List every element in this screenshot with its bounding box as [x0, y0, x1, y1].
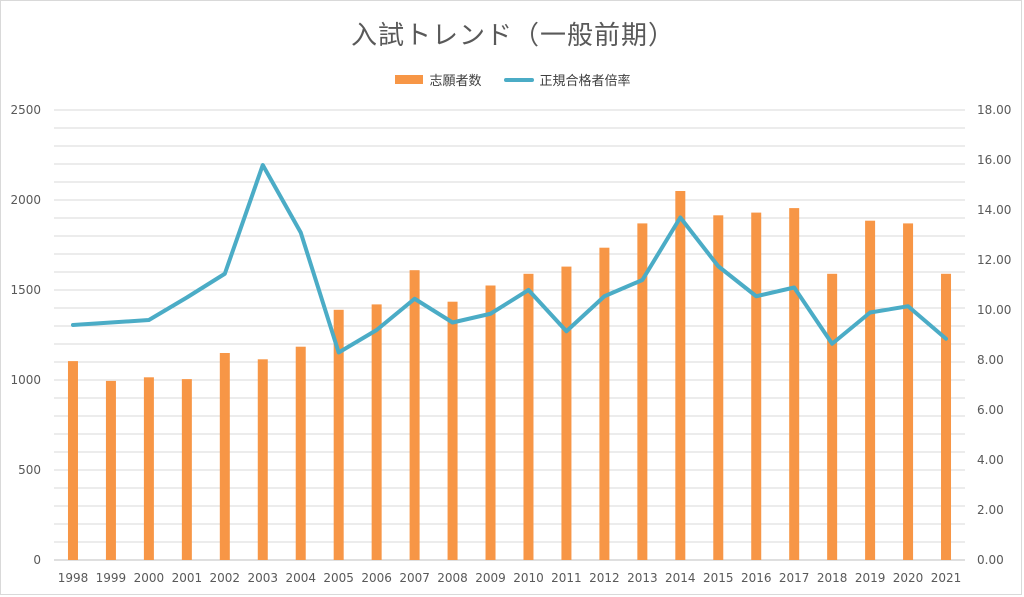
bar-applicants	[219, 353, 230, 560]
line-ratio-point	[71, 323, 75, 327]
line-ratio-point	[564, 329, 568, 333]
line-ratio-point	[109, 321, 113, 324]
bar-applicants	[143, 377, 154, 560]
legend-label-applicants: 志願者数	[429, 74, 482, 89]
legend-item-applicants: 志願者数	[395, 70, 482, 89]
x-tick-label: 2009	[475, 571, 506, 585]
x-tick-label: 1998	[58, 571, 89, 585]
x-tick-label: 2019	[855, 571, 886, 585]
line-ratio	[70, 163, 949, 355]
x-tick-label: 2010	[513, 571, 544, 585]
bar-applicants	[67, 361, 78, 560]
bar-applicants	[371, 304, 382, 560]
y-right-tick-label: 4.00	[977, 453, 1004, 467]
line-ratio-point	[451, 321, 455, 324]
bar-applicants	[561, 266, 572, 560]
x-tick-label: 2011	[551, 571, 582, 585]
bar-applicants	[941, 273, 952, 560]
legend-swatch-bar	[395, 75, 424, 84]
line-ratio-point	[640, 278, 644, 282]
x-tick-label: 2013	[627, 571, 658, 585]
line-ratio-point	[754, 294, 758, 298]
y-right-tick-label: 18.00	[977, 103, 1011, 117]
line-ratio-point	[489, 312, 493, 316]
y-right-tick-label: 6.00	[977, 403, 1004, 417]
line-ratio-point	[678, 216, 682, 219]
bar-applicants	[637, 223, 648, 560]
line-ratio-point	[337, 351, 341, 354]
line-ratio-point	[261, 163, 265, 167]
legend-label-ratio: 正規合格者倍率	[539, 74, 631, 89]
bar-applicants	[295, 346, 306, 560]
x-tick-label: 2020	[893, 571, 924, 585]
x-tick-label: 2012	[589, 571, 620, 585]
y-right-tick-label: 16.00	[977, 153, 1011, 167]
line-ratio-point	[906, 304, 910, 308]
line-ratio-point	[413, 297, 417, 301]
bar-applicants	[751, 212, 762, 560]
y-left-tick-label: 2000	[10, 193, 41, 207]
bar-applicants	[675, 191, 686, 560]
line-ratio-point	[299, 231, 303, 234]
y-right-tick-label: 12.00	[977, 253, 1011, 267]
line-ratio-point	[716, 264, 720, 268]
bar-applicants	[713, 215, 724, 561]
bar-applicants	[485, 285, 496, 560]
y-left-tick-label: 0	[33, 553, 41, 567]
y-right-tick-label: 0.00	[977, 553, 1004, 567]
x-tick-label: 1999	[96, 571, 127, 585]
x-tick-label: 2014	[665, 571, 696, 585]
line-ratio-point	[602, 294, 606, 298]
chart-title: 入試トレンド（一般前期）	[350, 21, 675, 51]
line-ratio-point	[375, 328, 379, 332]
line-ratio-point	[147, 318, 151, 322]
x-tick-label: 2000	[134, 571, 165, 585]
line-ratio-point	[526, 288, 530, 292]
bar-applicants	[599, 247, 610, 560]
x-tick-label: 2016	[741, 571, 772, 585]
chart-legend: 志願者数 正規合格者倍率	[1, 70, 1024, 89]
bar-applicants	[865, 220, 876, 560]
bar-applicants	[523, 273, 534, 560]
x-tick-label: 2002	[210, 571, 241, 585]
legend-swatch-line	[503, 77, 534, 82]
x-tick-label: 2008	[437, 571, 468, 585]
x-tick-label: 2017	[779, 571, 810, 585]
bar-applicants	[447, 301, 458, 560]
x-tick-label: 2018	[817, 571, 848, 585]
y-right-tick-label: 2.00	[977, 503, 1004, 517]
line-ratio-point	[185, 296, 189, 299]
x-tick-label: 2003	[247, 571, 278, 585]
bar-applicants	[181, 379, 192, 560]
bar-applicants	[903, 223, 914, 560]
line-ratio-point	[223, 272, 227, 276]
bar-applicants	[333, 309, 344, 560]
x-tick-label: 2006	[361, 571, 392, 585]
legend-item-ratio: 正規合格者倍率	[503, 70, 631, 89]
y-right-tick-label: 8.00	[977, 353, 1004, 367]
x-tick-label: 2021	[931, 571, 962, 585]
x-tick-label: 2005	[323, 571, 354, 585]
line-ratio-point	[792, 286, 796, 289]
line-ratio-point	[830, 342, 834, 346]
line-ratio-point	[944, 337, 948, 341]
y-left-tick-label: 1000	[10, 373, 41, 387]
x-tick-label: 2015	[703, 571, 734, 585]
y-left-tick-label: 500	[18, 463, 41, 477]
y-right-tick-label: 10.00	[977, 303, 1011, 317]
x-tick-label: 2001	[172, 571, 203, 585]
x-tick-label: 2007	[399, 571, 430, 585]
x-tick-label: 2004	[285, 571, 316, 585]
bar-applicants	[257, 359, 268, 560]
bar-applicants	[105, 380, 116, 560]
y-left-tick-label: 2500	[10, 103, 41, 117]
y-right-tick-label: 14.00	[977, 203, 1011, 217]
bar-applicants	[409, 270, 420, 560]
line-ratio-point	[868, 311, 872, 314]
bar-applicants	[827, 273, 838, 560]
y-left-tick-label: 1500	[10, 283, 41, 297]
bar-applicants	[789, 208, 800, 560]
